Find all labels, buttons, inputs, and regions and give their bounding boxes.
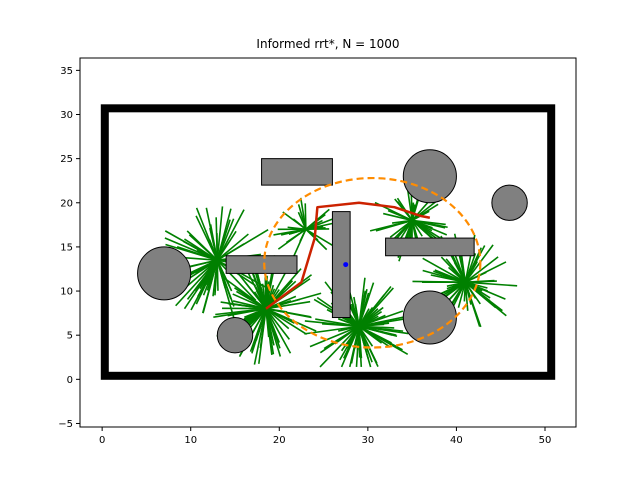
- y-tick-label: −5: [58, 419, 73, 430]
- x-tick-label: 10: [184, 435, 197, 446]
- y-tick-label: 30: [60, 110, 73, 121]
- circle-obstacle: [403, 150, 456, 203]
- y-tick-label: 20: [60, 198, 73, 209]
- circle-obstacle: [138, 247, 191, 300]
- circle-obstacle: [492, 185, 527, 220]
- rect-obstacle: [226, 256, 297, 274]
- circle-obstacle: [217, 318, 252, 353]
- x-axis-ticks: 0 10 20 30 40 50: [99, 427, 551, 446]
- y-tick-label: 5: [67, 331, 73, 342]
- y-tick-label: 15: [60, 242, 73, 253]
- tree-edge: [216, 217, 217, 260]
- y-tick-label: 35: [60, 66, 73, 77]
- circle-obstacle: [403, 291, 456, 344]
- y-tick-label: 10: [60, 287, 73, 298]
- center-point: [343, 262, 348, 267]
- rect-obstacle: [386, 238, 475, 256]
- x-tick-label: 20: [273, 435, 286, 446]
- x-tick-label: 30: [361, 435, 374, 446]
- chart-title: Informed rrt*, N = 1000: [256, 37, 399, 51]
- rect-obstacle: [262, 159, 333, 185]
- tree-edge: [412, 281, 465, 282]
- x-tick-label: 50: [539, 435, 552, 446]
- y-tick-label: 0: [67, 375, 73, 386]
- x-tick-label: 0: [99, 435, 105, 446]
- x-tick-label: 40: [450, 435, 463, 446]
- y-tick-label: 25: [60, 154, 73, 165]
- y-axis-ticks: −5 0 5 10 15 20 25 30 35: [58, 66, 80, 430]
- plot-area: [105, 108, 551, 375]
